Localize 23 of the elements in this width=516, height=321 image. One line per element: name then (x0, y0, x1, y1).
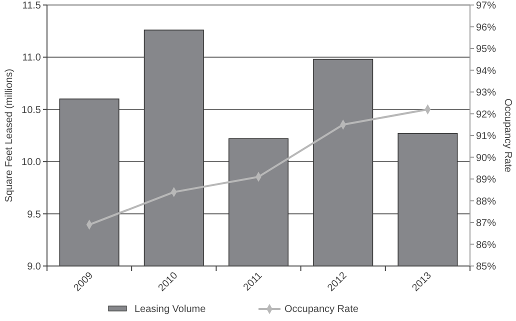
y2-tick-label: 90% (476, 152, 496, 164)
y2-tick-label: 95% (476, 44, 496, 55)
y2-tick-label: 96% (476, 22, 496, 34)
y2-tick-label: 87% (476, 218, 496, 229)
y2-tick-label: 85% (476, 262, 496, 272)
y-tick-label: 10.5 (22, 104, 42, 116)
y2-tick-label: 88% (476, 196, 496, 208)
y-tick-label: 9.5 (27, 209, 42, 220)
y-tick-label: 10.0 (22, 157, 42, 168)
legend-label: Leasing Volume (134, 304, 206, 315)
y-axis-title: Square Feet Leased (millions) (4, 68, 15, 202)
y2-tick-label: 97% (476, 0, 496, 12)
y2-tick-label: 86% (476, 240, 496, 251)
y-tick-label: 9.0 (27, 262, 42, 272)
y2-tick-label: 93% (476, 88, 496, 98)
y2-tick-label: 94% (476, 66, 496, 77)
y2-tick-label: 89% (476, 174, 496, 186)
y2-axis-title: Occupancy Rate (502, 98, 513, 173)
y2-tick-label: 91% (476, 131, 496, 142)
y-tick-label: 11.5 (22, 0, 42, 12)
y2-tick-label: 92% (476, 109, 496, 120)
y-tick-label: 11.0 (22, 52, 42, 64)
legend-label: Occupancy Rate (284, 304, 359, 315)
